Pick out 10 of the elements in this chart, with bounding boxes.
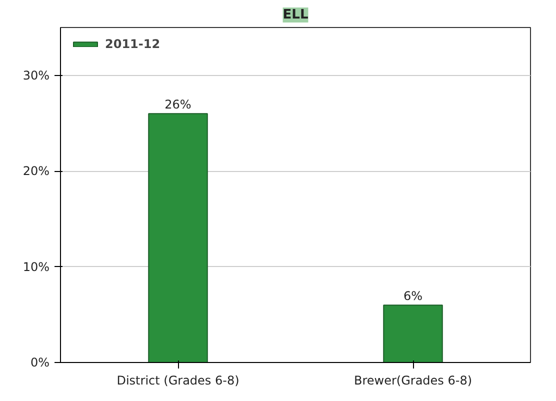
y-tick-label: 20%: [22, 164, 50, 178]
legend-label: 2011-12: [105, 37, 160, 51]
y-tick-label: 0%: [30, 356, 50, 370]
data-label: 6%: [403, 289, 423, 304]
x-tick-label: Brewer(Grades 6-8): [354, 374, 472, 388]
y-tick-label: 10%: [22, 260, 50, 274]
x-tick-label: District (Grades 6-8): [116, 374, 240, 388]
data-label: 26%: [164, 98, 192, 112]
y-tick-label: 30%: [22, 68, 50, 82]
chart-title: ELL: [282, 8, 308, 22]
